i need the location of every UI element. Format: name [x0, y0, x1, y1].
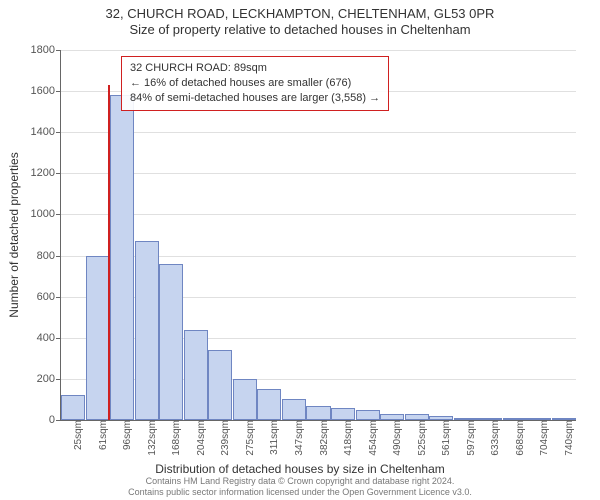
histogram-plot: 02004006008001000120014001600180025sqm61…: [60, 50, 576, 421]
y-tick-mark: [56, 50, 61, 51]
x-tick-label: 311sqm: [265, 420, 280, 455]
footer-attribution: Contains HM Land Registry data © Crown c…: [0, 476, 600, 498]
title-line1: 32, CHURCH ROAD, LECKHAMPTON, CHELTENHAM…: [0, 6, 600, 22]
annotation-line1: 32 CHURCH ROAD: 89sqm: [130, 61, 380, 76]
x-tick-label: 418sqm: [339, 420, 354, 456]
x-tick-label: 61sqm: [94, 420, 109, 450]
x-axis-title: Distribution of detached houses by size …: [0, 462, 600, 476]
x-tick-label: 132sqm: [143, 420, 158, 456]
title-line2: Size of property relative to detached ho…: [0, 22, 600, 38]
histogram-bar: [110, 95, 134, 420]
x-tick-label: 490sqm: [388, 420, 403, 456]
footer-line1: Contains HM Land Registry data © Crown c…: [0, 476, 600, 487]
annotation-line3: 84% of semi-detached houses are larger (…: [130, 91, 380, 106]
histogram-bar: [184, 330, 208, 420]
gridline: [61, 132, 576, 133]
y-tick-mark: [56, 338, 61, 339]
histogram-bar: [257, 389, 281, 420]
gridline: [61, 50, 576, 51]
annotation-box: 32 CHURCH ROAD: 89sqm ← 16% of detached …: [121, 56, 389, 111]
y-axis-title-container: Number of detached properties: [6, 50, 22, 420]
x-tick-label: 525sqm: [413, 420, 428, 456]
x-tick-label: 168sqm: [167, 420, 182, 456]
histogram-bar: [331, 408, 355, 420]
x-tick-label: 454sqm: [364, 420, 379, 456]
histogram-bar: [282, 399, 306, 420]
footer-line2: Contains public sector information licen…: [0, 487, 600, 498]
histogram-bar: [233, 379, 257, 420]
x-tick-label: 668sqm: [511, 420, 526, 456]
property-marker-line: [108, 85, 110, 420]
x-tick-label: 597sqm: [462, 420, 477, 456]
histogram-bar: [61, 395, 85, 420]
chart-title-block: 32, CHURCH ROAD, LECKHAMPTON, CHELTENHAM…: [0, 6, 600, 39]
histogram-bar: [306, 406, 330, 420]
x-tick-label: 204sqm: [192, 420, 207, 456]
y-tick-mark: [56, 297, 61, 298]
x-tick-label: 633sqm: [486, 420, 501, 456]
histogram-bar: [356, 410, 380, 420]
x-tick-label: 275sqm: [241, 420, 256, 456]
y-tick-mark: [56, 173, 61, 174]
y-tick-mark: [56, 214, 61, 215]
y-tick-mark: [56, 256, 61, 257]
y-tick-mark: [56, 91, 61, 92]
y-tick-mark: [56, 132, 61, 133]
x-tick-label: 25sqm: [69, 420, 84, 450]
gridline: [61, 173, 576, 174]
y-axis-title: Number of detached properties: [7, 152, 21, 317]
x-tick-label: 239sqm: [216, 420, 231, 456]
x-tick-label: 561sqm: [437, 420, 452, 456]
x-tick-label: 740sqm: [560, 420, 575, 456]
x-tick-label: 347sqm: [290, 420, 305, 456]
annotation-line2: ← 16% of detached houses are smaller (67…: [130, 76, 380, 91]
x-tick-label: 96sqm: [118, 420, 133, 450]
y-tick-mark: [56, 420, 61, 421]
histogram-bar: [135, 241, 159, 420]
histogram-bar: [86, 256, 110, 420]
gridline: [61, 214, 576, 215]
y-tick-mark: [56, 379, 61, 380]
x-tick-label: 704sqm: [535, 420, 550, 456]
histogram-bar: [159, 264, 183, 420]
x-tick-label: 382sqm: [315, 420, 330, 456]
histogram-bar: [208, 350, 232, 420]
